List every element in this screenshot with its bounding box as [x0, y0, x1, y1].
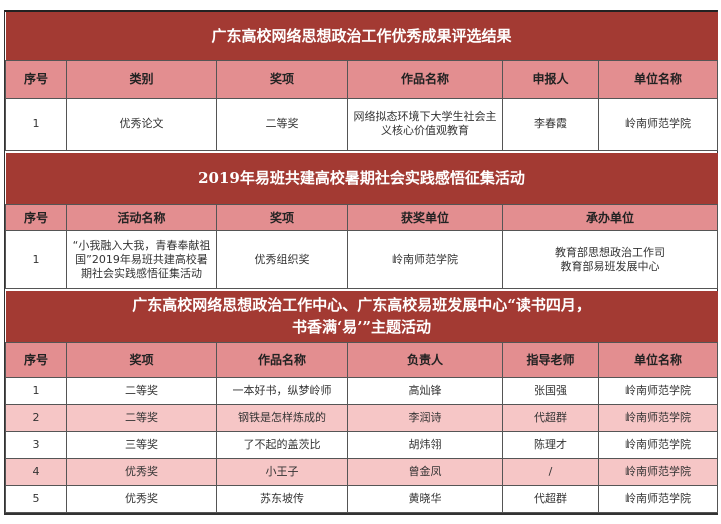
- column-header: 序号: [5, 204, 67, 231]
- table-cell: 二等奖: [216, 97, 348, 151]
- column-header: 奖项: [66, 341, 217, 378]
- section3-title-line1: 广东高校网络思想政治工作中心、广东高校易班发展中心“读书四月，: [132, 296, 591, 315]
- table-cell: 优秀组织奖: [216, 230, 348, 289]
- table-cell: 2: [5, 403, 67, 432]
- table-cell: 一本好书，纵梦岭师: [216, 376, 348, 405]
- column-header: 序号: [5, 59, 67, 99]
- table-cell: 优秀奖: [66, 484, 217, 513]
- table-cell: 3: [5, 430, 67, 459]
- table-cell: 三等奖: [66, 430, 217, 459]
- column-header: 活动名称: [66, 204, 217, 231]
- table-cell: 高灿锋: [347, 376, 503, 405]
- table-cell: 岭南师范学院: [597, 403, 719, 432]
- table-cell: 代超群: [502, 484, 599, 513]
- table-cell: 李春霞: [502, 97, 599, 151]
- table-cell: 代超群: [502, 403, 599, 432]
- column-header: 获奖单位: [347, 204, 503, 231]
- table-cell: 二等奖: [66, 376, 217, 405]
- table-cell: 优秀论文: [66, 97, 217, 151]
- table-cell: 5: [5, 484, 67, 513]
- table-cell: 李润诗: [347, 403, 503, 432]
- table-cell: 岭南师范学院: [347, 230, 503, 289]
- table-cell: 岭南师范学院: [597, 376, 719, 405]
- table-row: 3 三等奖 了不起的盖茨比 胡炜翎 陈理才 岭南师范学院: [5, 430, 719, 459]
- table-cell: 岭南师范学院: [597, 484, 719, 513]
- table-cell: 网络拟态环境下大学生社会主义核心价值观教育: [347, 97, 503, 151]
- table-cell: 优秀奖: [66, 457, 217, 486]
- table-cell: 岭南师范学院: [597, 430, 719, 459]
- column-header: 申报人: [502, 59, 599, 99]
- table-cell: 曾金凤: [347, 457, 503, 486]
- section2-table: 2019年易班共建高校暑期社会实践感悟征集活动 序号 活动名称 奖项 获奖单位 承办单位…: [5, 152, 718, 289]
- section3-title-line2: 书香满‘易’”主题活动: [291, 318, 432, 337]
- section2-title: 2019年易班共建高校暑期社会实践感悟征集活动: [5, 152, 718, 205]
- column-header: 序号: [5, 341, 67, 378]
- table-cell: /: [502, 457, 599, 486]
- table-cell: 黄晓华: [347, 484, 503, 513]
- column-header: 类别: [66, 59, 217, 99]
- section1-table: 广东高校网络思想政治工作优秀成果评选结果 序号 类别 奖项 作品名称 申报人 单位名称 1…: [5, 12, 719, 151]
- table-cell: 1: [5, 376, 67, 405]
- table-cell: 胡炜翎: [347, 430, 503, 459]
- table-cell: 教育部思想政治工作司 教育部易班发展中心: [502, 230, 718, 289]
- section1-title: 广东高校网络思想政治工作优秀成果评选结果: [5, 12, 718, 60]
- column-header: 指导老师: [502, 341, 599, 378]
- results-document: 广东高校网络思想政治工作优秀成果评选结果 序号 类别 奖项 作品名称 申报人 单位名称 1…: [4, 10, 719, 515]
- table-cell: 1: [5, 97, 67, 151]
- table-cell: 小王子: [216, 457, 348, 486]
- column-header: 作品名称: [216, 341, 348, 378]
- table-row: 1 优秀论文 二等奖 网络拟态环境下大学生社会主义核心价值观教育 李春霞 岭南师范学院: [5, 97, 719, 151]
- column-header: 作品名称: [347, 59, 503, 99]
- table-cell: 岭南师范学院: [597, 97, 719, 151]
- column-header: 奖项: [216, 59, 348, 99]
- table-cell: 苏东坡传: [216, 484, 348, 513]
- table-row: 4 优秀奖 小王子 曾金凤 / 岭南师范学院: [5, 457, 719, 486]
- table-row: 5 优秀奖 苏东坡传 黄晓华 代超群 岭南师范学院: [5, 484, 719, 513]
- column-header: 单位名称: [597, 341, 719, 378]
- column-header: 承办单位: [502, 204, 718, 231]
- column-header: 奖项: [216, 204, 348, 231]
- table-row: 2 二等奖 钢铁是怎样炼成的 李润诗 代超群 岭南师范学院: [5, 403, 719, 432]
- table-cell: 岭南师范学院: [597, 457, 719, 486]
- column-header: 负责人: [347, 341, 503, 378]
- section3-table: 广东高校网络思想政治工作中心、广东高校易班发展中心“读书四月， 书香满‘易’”主题…: [5, 291, 719, 513]
- column-header: 单位名称: [597, 59, 719, 99]
- section3-title: 广东高校网络思想政治工作中心、广东高校易班发展中心“读书四月， 书香满‘易’”主题…: [5, 291, 718, 342]
- table-row: 1 “小我融入大我，青春奉献祖国”2019年易班共建高校暑期社会实践感悟征集活动优…: [5, 230, 718, 289]
- table-cell: “小我融入大我，青春奉献祖国”2019年易班共建高校暑期社会实践感悟征集活动: [66, 230, 217, 289]
- table-cell: 二等奖: [66, 403, 217, 432]
- table-cell: 4: [5, 457, 67, 486]
- table-cell: 陈理才: [502, 430, 599, 459]
- table-cell: 了不起的盖茨比: [216, 430, 348, 459]
- table-cell: 钢铁是怎样炼成的: [216, 403, 348, 432]
- table-cell: 1: [5, 230, 67, 289]
- table-row: 1 二等奖 一本好书，纵梦岭师 高灿锋 张国强 岭南师范学院: [5, 376, 719, 405]
- table-cell: 张国强: [502, 376, 599, 405]
